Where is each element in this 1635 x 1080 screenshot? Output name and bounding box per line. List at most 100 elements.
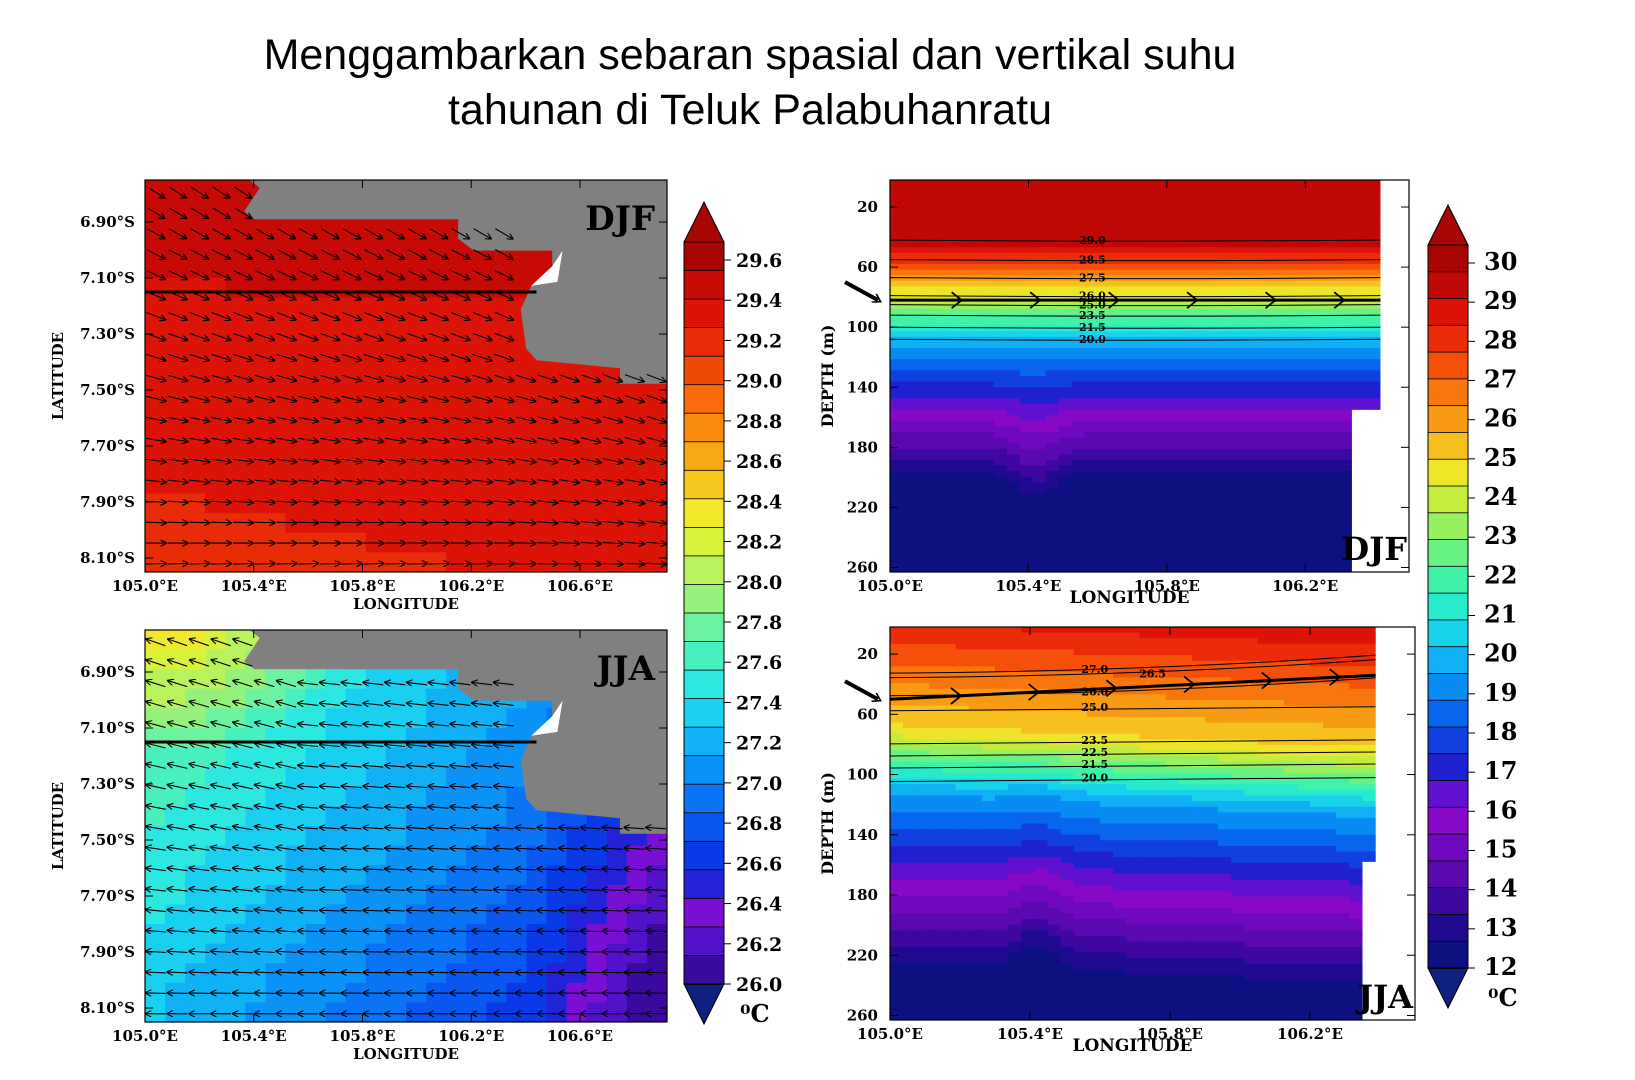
temperature-cell <box>967 224 982 232</box>
temperature-cell <box>1110 331 1125 338</box>
temperature-cell <box>1032 331 1047 338</box>
x-tick-label: 105.8°E <box>330 1027 396 1045</box>
temperature-cell <box>993 392 1008 400</box>
current-arrow <box>233 951 253 952</box>
temperature-cell <box>941 504 956 512</box>
current-arrow <box>319 563 340 564</box>
temperature-cell <box>486 806 508 827</box>
temperature-cell <box>1396 270 1410 276</box>
temperature-cell <box>1162 370 1177 377</box>
current-arrow <box>450 703 471 705</box>
current-arrow <box>363 438 384 441</box>
temperature-cell <box>1149 314 1164 321</box>
current-arrow <box>211 332 231 341</box>
temperature-cell <box>980 230 995 237</box>
temperature-cell <box>165 943 186 964</box>
temperature-cell <box>1214 180 1228 187</box>
temperature-cell <box>1188 230 1202 237</box>
temperature-cell <box>1110 516 1125 523</box>
temperature-cell <box>1266 560 1280 568</box>
temperature-cell <box>265 552 287 572</box>
temperature-cell <box>1110 191 1125 198</box>
temperature-cell <box>1318 303 1332 310</box>
temperature-cell <box>1045 247 1060 254</box>
temperature-cell <box>1032 398 1047 405</box>
temperature-cell <box>903 241 917 248</box>
temperature-cell <box>1045 269 1060 276</box>
temperature-cell <box>1136 409 1151 416</box>
temperature-cell <box>1136 504 1151 512</box>
temperature-cell <box>980 185 995 192</box>
current-arrow <box>189 480 209 482</box>
temperature-cell <box>916 1014 930 1020</box>
x-tick-label: 105.4°E <box>221 1027 287 1045</box>
current-arrow <box>320 765 340 767</box>
temperature-cell <box>1058 303 1073 310</box>
temperature-cell <box>916 493 930 500</box>
temperature-cell <box>506 513 528 534</box>
temperature-cell <box>1201 448 1215 456</box>
temperature-cell <box>1123 308 1138 316</box>
temperature-cell <box>1292 185 1306 192</box>
temperature-cell <box>325 865 347 886</box>
current-arrow <box>233 785 253 790</box>
temperature-cell <box>916 722 930 729</box>
temperature-cell <box>1188 538 1202 545</box>
current-arrow <box>428 438 449 441</box>
temperature-cell <box>1110 370 1125 377</box>
temperature-cell <box>1357 213 1371 220</box>
temperature-cell <box>1201 443 1215 450</box>
current-arrow <box>624 374 644 382</box>
temperature-cell <box>890 874 904 881</box>
isotherm-label: 27.5 <box>1079 272 1106 285</box>
temperature-cell <box>185 336 207 358</box>
temperature-cell <box>1123 303 1138 310</box>
temperature-cell <box>1110 387 1125 394</box>
temperature-cell <box>1305 325 1319 332</box>
temperature-cell <box>980 280 995 288</box>
temperature-cell <box>993 381 1008 388</box>
temperature-cell <box>1084 230 1099 237</box>
temperature-cell <box>1045 320 1060 327</box>
current-arrow <box>298 270 317 280</box>
temperature-cell <box>1227 560 1241 568</box>
temperature-cell <box>1110 325 1125 332</box>
temperature-cell <box>1370 376 1381 383</box>
temperature-cell <box>205 649 227 670</box>
temperature-cell <box>1071 538 1086 545</box>
temperature-cell <box>285 747 307 768</box>
temperature-cell <box>285 924 307 945</box>
temperature-cell <box>165 278 186 299</box>
current-arrow <box>385 890 406 891</box>
temperature-cell <box>1240 493 1254 500</box>
current-arrow <box>233 722 253 729</box>
temperature-cell <box>993 493 1008 500</box>
temperature-cell <box>1279 286 1293 293</box>
temperature-cell <box>928 532 943 540</box>
temperature-cell <box>345 806 367 827</box>
temperature-cell <box>1279 325 1293 332</box>
temperature-cell <box>916 448 930 456</box>
temperature-cell <box>1019 549 1034 556</box>
temperature-cell <box>993 348 1008 355</box>
temperature-cell <box>1331 555 1345 562</box>
temperature-cell <box>1305 415 1319 422</box>
temperature-cell <box>1266 359 1280 366</box>
y-tick-label: 7.70°S <box>80 437 135 455</box>
temperature-cell <box>1266 476 1280 484</box>
temperature-cell <box>967 420 982 428</box>
temperature-cell <box>1344 504 1358 512</box>
temperature-cell <box>325 493 347 514</box>
temperature-cell <box>903 224 917 232</box>
temperature-cell <box>1279 370 1293 377</box>
temperature-cell <box>1123 420 1138 428</box>
temperature-cell <box>225 845 247 866</box>
temperature-cell <box>1006 448 1021 456</box>
temperature-cell <box>1162 488 1177 495</box>
temperature-cell <box>1175 364 1190 372</box>
temperature-cell <box>1071 202 1086 209</box>
temperature-cell <box>1149 499 1164 506</box>
temperature-cell <box>1019 432 1034 439</box>
temperature-cell <box>1279 252 1293 260</box>
temperature-cell <box>929 700 944 707</box>
